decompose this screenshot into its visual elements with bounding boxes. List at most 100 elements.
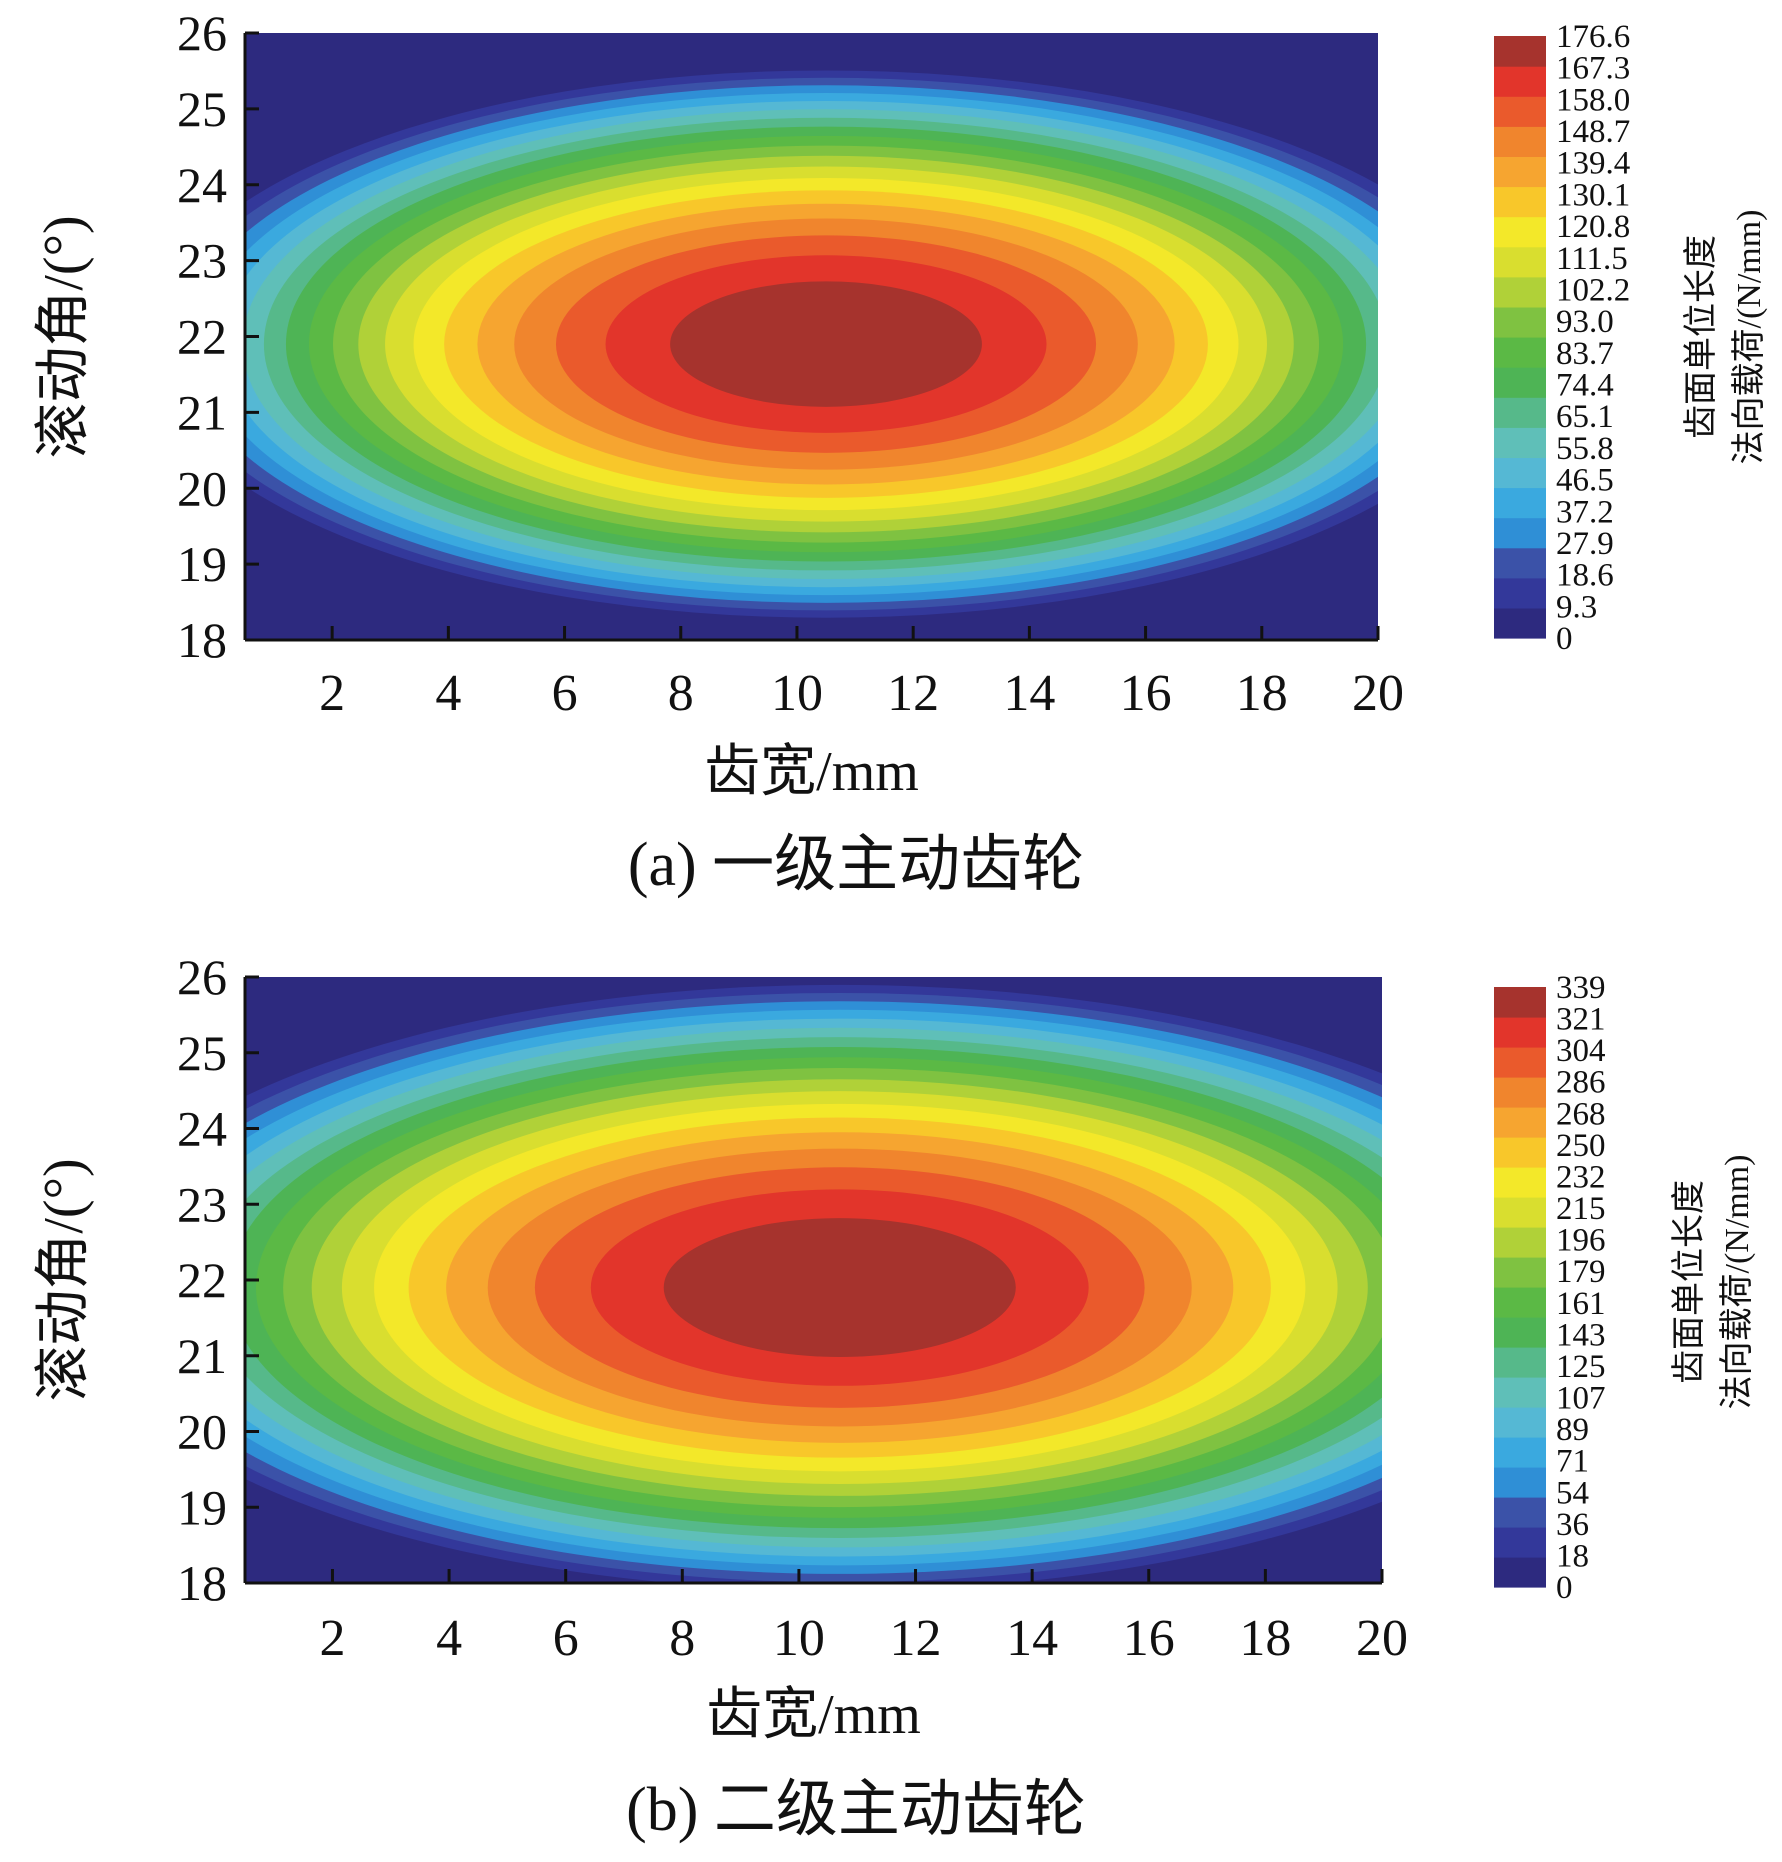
y-tick-label: 22 (177, 1252, 227, 1308)
x-tick-label: 20 (1352, 665, 1404, 722)
colorbar-swatch (1494, 987, 1546, 1018)
colorbar-swatch (1494, 186, 1546, 218)
y-tick-label: 19 (177, 536, 227, 592)
colorbar-tick-label: 304 (1556, 1033, 1606, 1069)
y-tick-label: 21 (177, 1328, 227, 1384)
colorbar-tick-label: 125 (1556, 1349, 1606, 1385)
y-tick-label: 18 (177, 1555, 227, 1611)
x-axis-label: 齿宽/mm (704, 741, 919, 803)
colorbar-tick-label: 27.9 (1556, 526, 1614, 562)
colorbar-swatch (1494, 1347, 1546, 1378)
heatmap-field (245, 33, 1378, 640)
x-tick-label: 14 (1003, 665, 1055, 722)
colorbar-swatch (1494, 1527, 1546, 1558)
x-tick-label: 18 (1236, 665, 1288, 722)
y-tick-label: 21 (177, 384, 227, 440)
colorbar-tick-label: 139.4 (1556, 146, 1630, 182)
y-tick-label: 18 (177, 612, 227, 668)
panel-caption: (a) 一级主动齿轮 (628, 831, 1084, 899)
colorbar-swatch (1494, 337, 1546, 368)
colorbar-swatch (1494, 517, 1546, 549)
colorbar-swatch (1494, 487, 1546, 519)
colorbar-swatch (1494, 1077, 1546, 1108)
x-tick-label: 16 (1120, 665, 1172, 722)
heatmap-band-19 (670, 281, 982, 407)
colorbar-swatch (1494, 306, 1546, 338)
colorbar-swatch (1494, 1557, 1546, 1588)
x-tick-label: 12 (890, 1610, 942, 1667)
colorbar-title-line: 法向载荷/(N/mm) (1730, 210, 1768, 465)
colorbar-swatch (1494, 607, 1546, 639)
colorbar-tick-label: 143 (1556, 1317, 1606, 1353)
x-tick-label: 18 (1239, 1610, 1291, 1667)
colorbar-swatch (1494, 367, 1546, 398)
colorbar-tick-label: 55.8 (1556, 431, 1614, 467)
colorbar-tick-label: 83.7 (1556, 336, 1614, 372)
colorbar-swatch (1494, 457, 1546, 489)
x-tick-label: 2 (319, 665, 345, 722)
colorbar-swatch (1494, 1137, 1546, 1168)
colorbar-swatch (1494, 1017, 1546, 1048)
colorbar-swatch (1494, 427, 1546, 458)
x-tick-label: 8 (668, 665, 694, 722)
colorbar-swatch (1494, 1437, 1546, 1468)
colorbar-swatch (1494, 1287, 1546, 1318)
colorbar-tick-label: 321 (1556, 1002, 1606, 1038)
colorbar-swatch (1494, 1317, 1546, 1348)
x-tick-label: 20 (1356, 1610, 1408, 1667)
colorbar-swatch (1494, 1257, 1546, 1288)
colorbar-swatch (1494, 1407, 1546, 1438)
colorbar-swatch (1494, 276, 1546, 308)
colorbar-tick-label: 167.3 (1556, 51, 1630, 87)
x-axis-label: 齿宽/mm (706, 1684, 921, 1746)
colorbar-tick-label: 89 (1556, 1412, 1589, 1448)
colorbar-swatch (1494, 1227, 1546, 1258)
colorbar-tick-label: 18 (1556, 1538, 1589, 1574)
x-tick-label: 6 (552, 665, 578, 722)
colorbar-tick-label: 148.7 (1556, 114, 1630, 150)
colorbar-tick-label: 107 (1556, 1381, 1606, 1417)
colorbar-swatch (1494, 1497, 1546, 1528)
colorbar-tick-label: 232 (1556, 1159, 1606, 1195)
colorbar-swatch (1494, 96, 1546, 127)
colorbar-swatch (1494, 1467, 1546, 1498)
colorbar-tick-label: 54 (1556, 1475, 1589, 1511)
colorbar-tick-label: 102.2 (1556, 272, 1630, 308)
y-tick-label: 19 (177, 1479, 227, 1535)
colorbar-swatch (1494, 1107, 1546, 1138)
colorbar-swatch (1494, 126, 1546, 157)
colorbar-swatch (1494, 36, 1546, 67)
colorbar-title-line: 齿面单位长度 (1682, 235, 1720, 439)
colorbar: 3393213042862682502322151961791611431251… (1494, 970, 1756, 1606)
colorbar-swatch (1494, 1047, 1546, 1078)
colorbar-tick-label: 46.5 (1556, 463, 1614, 499)
colorbar-swatch (1494, 1167, 1546, 1198)
colorbar-swatch (1494, 577, 1546, 609)
heatmap-band-19 (663, 1218, 1016, 1358)
y-axis-label: 滚动角/(°) (33, 1158, 95, 1401)
y-tick-label: 25 (177, 81, 227, 137)
colorbar-tick-label: 158.0 (1556, 82, 1630, 118)
colorbar-swatch (1494, 216, 1546, 248)
colorbar-swatch (1494, 547, 1546, 579)
heatmap-field (245, 977, 1382, 1583)
colorbar-tick-label: 179 (1556, 1254, 1606, 1290)
x-tick-label: 16 (1123, 1610, 1175, 1667)
y-tick-label: 23 (177, 1176, 227, 1232)
colorbar-tick-label: 74.4 (1556, 368, 1614, 404)
colorbar-swatch (1494, 397, 1546, 428)
colorbar-tick-label: 93.0 (1556, 304, 1614, 340)
y-tick-label: 25 (177, 1025, 227, 1081)
panel-caption: (b) 二级主动齿轮 (626, 1776, 1086, 1844)
colorbar-tick-label: 196 (1556, 1223, 1606, 1259)
colorbar-tick-label: 176.6 (1556, 19, 1630, 55)
y-tick-label: 22 (177, 309, 227, 365)
colorbar-swatch (1494, 156, 1546, 188)
colorbar-tick-label: 37.2 (1556, 494, 1614, 530)
x-tick-label: 4 (435, 665, 461, 722)
x-tick-label: 2 (319, 1610, 345, 1667)
y-axis-label: 滚动角/(°) (33, 215, 95, 458)
colorbar-tick-label: 18.6 (1556, 558, 1614, 594)
